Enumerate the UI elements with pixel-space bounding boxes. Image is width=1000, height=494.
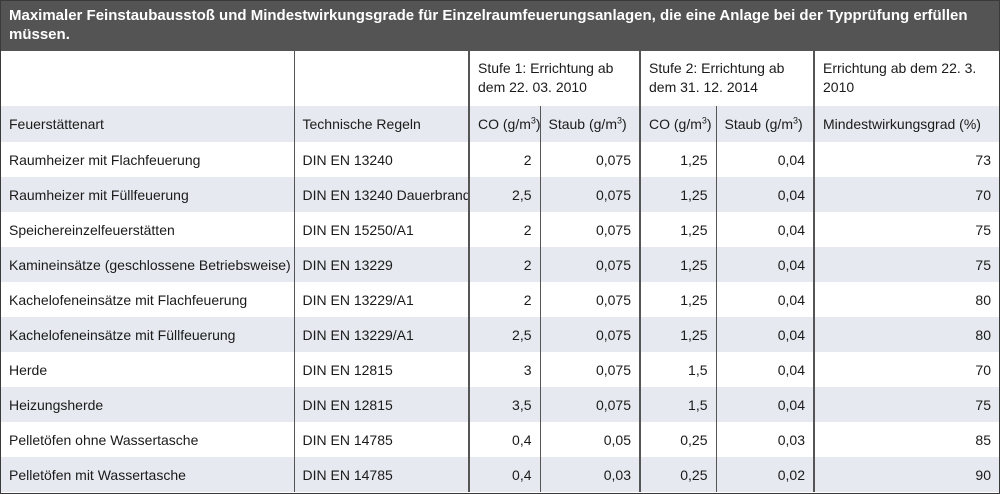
column-header-row: Feuerstättenart Technische Regeln CO (g/… bbox=[1, 106, 999, 142]
cell-staub-stufe2: 0,04 bbox=[715, 352, 814, 387]
cell-feuerstaettenart: Herde bbox=[9, 361, 48, 378]
table-row: Raumheizer mit Füllfeuerung DIN EN 13240 … bbox=[1, 177, 999, 212]
table-row: Heizungsherde DIN EN 12815 3,5 0,075 1,5 0,04… bbox=[1, 387, 999, 422]
cell-co-stufe2: 0,25 bbox=[639, 422, 716, 457]
cell-technische-regeln: DIN EN 12815 bbox=[293, 387, 469, 422]
table-row: Kachelofeneinsätze mit Füllfeuerung DIN E… bbox=[1, 317, 999, 352]
cell-mindestwirkungsgrad: 75 bbox=[813, 212, 999, 247]
cell-staub-stufe1: 0,075 bbox=[539, 282, 640, 317]
cell-co-stufe1: 2 bbox=[468, 142, 540, 177]
cell-co-stufe2: 1,25 bbox=[639, 142, 716, 177]
table-row: Speichereinzelfeuerstätten DIN EN 15250/A… bbox=[1, 212, 999, 247]
table-row: Raumheizer mit Flachfeuerung DIN EN 13240… bbox=[1, 142, 999, 177]
cell-co-stufe2: 1,5 bbox=[639, 387, 716, 422]
cell-staub-stufe2: 0,04 bbox=[715, 317, 814, 352]
cell-mindestwirkungsgrad: 75 bbox=[813, 247, 999, 282]
cell-technische-regeln: DIN EN 13240 Dauerbrand bbox=[293, 177, 469, 212]
emissions-table: Stufe 1: Errichtung ab dem 22. 03. 2010 … bbox=[1, 51, 999, 492]
cell-technische-regeln: DIN EN 13229/A1 bbox=[293, 317, 469, 352]
cell-staub-stufe1: 0,075 bbox=[539, 142, 640, 177]
cell-staub-stufe2: 0,04 bbox=[715, 142, 814, 177]
cell-co-stufe1: 3 bbox=[468, 352, 540, 387]
cell-co-stufe2: 0,25 bbox=[639, 457, 716, 492]
cell-technische-regeln: DIN EN 15250/A1 bbox=[293, 212, 469, 247]
cell-mindestwirkungsgrad: 85 bbox=[813, 422, 999, 457]
group-header-stufe2: Stufe 2: Errichtung ab dem 31. 12. 2014 bbox=[639, 51, 814, 106]
cell-staub-stufe1: 0,05 bbox=[539, 422, 640, 457]
cell-feuerstaettenart: Kamineinsätze (geschlossene Betriebsweis… bbox=[1, 247, 294, 282]
cell-co-stufe2: 1,5 bbox=[639, 352, 716, 387]
col-header-feuerstaettenart: Feuerstättenart bbox=[1, 106, 294, 142]
table-title: Maximaler Feinstaubausstoß und Mindestwi… bbox=[1, 1, 999, 51]
table-row: Herde DIN EN 12815 3 0,075 1,5 0,04 70 bbox=[1, 352, 999, 387]
cell-staub-stufe2: 0,04 bbox=[715, 247, 814, 282]
cell-feuerstaettenart: Raumheizer mit Füllfeuerung bbox=[1, 177, 294, 212]
cell-staub-stufe2: 0,04 bbox=[715, 387, 814, 422]
cell-staub-stufe1: 0,075 bbox=[539, 247, 640, 282]
table-row: Kachelofeneinsätze mit Flachfeuerung DIN … bbox=[1, 282, 999, 317]
cell-mindestwirkungsgrad: 70 bbox=[813, 177, 999, 212]
cell-staub-stufe2: 0,03 bbox=[715, 422, 814, 457]
table-row: Pelletöfen mit Wassertasche DIN EN 14785 0… bbox=[1, 457, 999, 492]
cell-staub-stufe1: 0,075 bbox=[539, 177, 640, 212]
col-header-mindestwirkungsgrad: Mindestwirkungsgrad (%) bbox=[813, 106, 999, 142]
cell-feuerstaettenart: Pelletöfen ohne Wassertasche bbox=[9, 431, 199, 448]
cell-co-stufe2: 1,25 bbox=[639, 212, 716, 247]
cell-mindestwirkungsgrad: 75 bbox=[813, 387, 999, 422]
cell-mindestwirkungsgrad: 80 bbox=[813, 282, 999, 317]
group-header-empty bbox=[1, 51, 294, 106]
cell-technische-regeln: DIN EN 13229 bbox=[293, 247, 469, 282]
cell-co-stufe2: 1,25 bbox=[639, 317, 716, 352]
group-header-empty bbox=[293, 51, 469, 106]
cell-technische-regeln: DIN EN 13240 bbox=[293, 142, 469, 177]
cell-staub-stufe1: 0,075 bbox=[539, 352, 640, 387]
cell-feuerstaettenart: Pelletöfen mit Wassertasche bbox=[1, 457, 294, 492]
cell-co-stufe1: 2 bbox=[468, 212, 540, 247]
cell-co-stufe2: 1,25 bbox=[639, 177, 716, 212]
cell-co-stufe1: 2 bbox=[468, 247, 540, 282]
group-header-stufe1: Stufe 1: Errichtung ab dem 22. 03. 2010 bbox=[468, 51, 640, 106]
cell-feuerstaettenart: Speichereinzelfeuerstätten bbox=[9, 221, 175, 238]
col-header-co-stufe1: CO (g/m3) bbox=[468, 106, 540, 142]
cell-mindestwirkungsgrad: 70 bbox=[813, 352, 999, 387]
col-header-staub-stufe2: Staub (g/m3) bbox=[715, 106, 814, 142]
cell-mindestwirkungsgrad: 80 bbox=[813, 317, 999, 352]
cell-technische-regeln: DIN EN 13229/A1 bbox=[293, 282, 469, 317]
cell-co-stufe2: 1,25 bbox=[639, 282, 716, 317]
group-header-row: Stufe 1: Errichtung ab dem 22. 03. 2010 … bbox=[1, 51, 999, 106]
cell-technische-regeln: DIN EN 12815 bbox=[293, 352, 469, 387]
table-row: Kamineinsätze (geschlossene Betriebsweis… bbox=[1, 247, 999, 282]
cell-co-stufe1: 2,5 bbox=[468, 177, 540, 212]
cell-feuerstaettenart: Heizungsherde bbox=[1, 387, 294, 422]
cell-co-stufe1: 3,5 bbox=[468, 387, 540, 422]
cell-staub-stufe2: 0,02 bbox=[715, 457, 814, 492]
cell-staub-stufe1: 0,075 bbox=[539, 212, 640, 247]
group-header-wirkungsgrad: Errichtung ab dem 22. 3. 2010 bbox=[813, 51, 999, 106]
cell-mindestwirkungsgrad: 73 bbox=[813, 142, 999, 177]
table-row: Pelletöfen ohne Wassertasche DIN EN 14785… bbox=[1, 422, 999, 457]
cell-co-stufe1: 0,4 bbox=[468, 457, 540, 492]
cell-staub-stufe1: 0,075 bbox=[539, 387, 640, 422]
cell-technische-regeln: DIN EN 14785 bbox=[293, 457, 469, 492]
cell-staub-stufe2: 0,04 bbox=[715, 282, 814, 317]
cell-feuerstaettenart: Kachelofeneinsätze mit Flachfeuerung bbox=[9, 291, 248, 308]
cell-co-stufe1: 2 bbox=[468, 282, 540, 317]
cell-technische-regeln: DIN EN 14785 bbox=[293, 422, 469, 457]
cell-staub-stufe2: 0,04 bbox=[715, 212, 814, 247]
cell-staub-stufe1: 0,03 bbox=[539, 457, 640, 492]
cell-mindestwirkungsgrad: 90 bbox=[813, 457, 999, 492]
cell-co-stufe2: 1,25 bbox=[639, 247, 716, 282]
cell-staub-stufe1: 0,075 bbox=[539, 317, 640, 352]
cell-co-stufe1: 2,5 bbox=[468, 317, 540, 352]
col-header-staub-stufe1: Staub (g/m3) bbox=[539, 106, 640, 142]
cell-staub-stufe2: 0,04 bbox=[715, 177, 814, 212]
cell-feuerstaettenart: Kachelofeneinsätze mit Füllfeuerung bbox=[1, 317, 294, 352]
cell-co-stufe1: 0,4 bbox=[468, 422, 540, 457]
col-header-technische-regeln: Technische Regeln bbox=[293, 106, 469, 142]
col-header-co-stufe2: CO (g/m3) bbox=[639, 106, 716, 142]
cell-feuerstaettenart: Raumheizer mit Flachfeuerung bbox=[9, 151, 201, 168]
